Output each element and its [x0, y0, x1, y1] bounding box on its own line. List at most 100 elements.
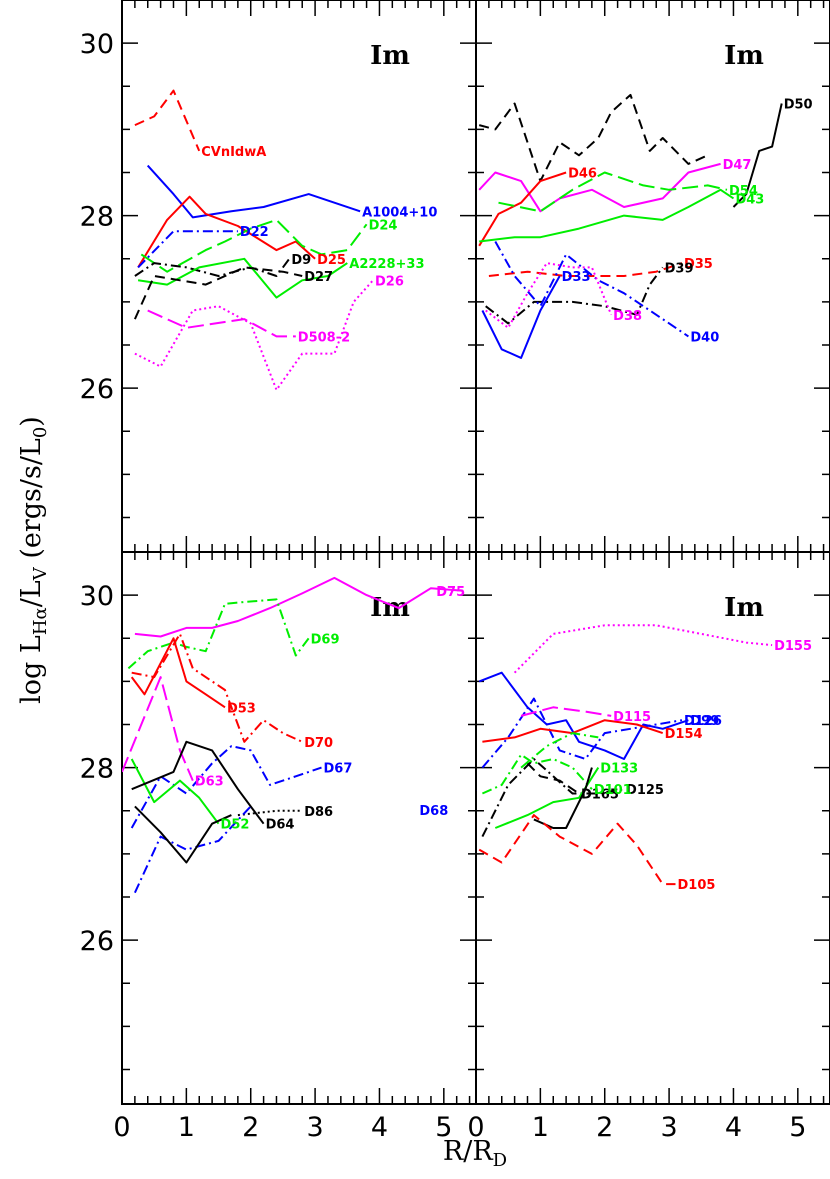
series-line-d67 — [130, 745, 322, 829]
axis-ticks — [122, 552, 476, 1104]
series-label: D54 — [729, 184, 758, 199]
series-label: D46 — [568, 167, 597, 182]
series-line-d126 — [481, 697, 683, 769]
panel-1: 26 28 30 Im CVnIdwA A1004+10 D25 D22 D24 D9 A2228+… — [80, 0, 477, 553]
series-line-d165 — [526, 762, 580, 795]
series-label: D155 — [774, 639, 812, 654]
series-label: D24 — [369, 218, 398, 233]
series-line-d35 — [488, 262, 683, 277]
series-line-d101 — [481, 753, 593, 795]
series-group — [133, 89, 374, 391]
x-tick-label: 2 — [242, 1112, 259, 1143]
series-label: D75 — [436, 585, 465, 600]
series-line-d63 — [122, 676, 194, 781]
series-line-d33 — [481, 275, 561, 359]
series-line-d70 — [131, 632, 303, 743]
y-tick-label: 30 — [80, 581, 114, 612]
series-label: A2228+33 — [349, 257, 424, 272]
series-label: D154 — [665, 727, 703, 742]
panel-frame — [475, 551, 830, 1105]
panel-label: Im — [370, 593, 410, 623]
series-line-d86 — [237, 809, 303, 817]
series-line-d64 — [131, 740, 265, 825]
series-line-d24 — [140, 218, 368, 273]
series-line-d115 — [520, 706, 612, 717]
series-line-d155 — [513, 624, 773, 674]
series-label: D125 — [626, 783, 664, 798]
series-label: D35 — [684, 257, 713, 272]
series-label: D9 — [291, 253, 311, 268]
x-tick-label: 5 — [435, 1112, 452, 1143]
axis-ticks — [476, 0, 830, 552]
y-tick-label: 26 — [80, 926, 114, 957]
panel-3: 0 1 2 3 4 5 26 28 30 Im D75 D69 D53 D70 D63 D67 D52 D64 D8… — [80, 551, 477, 1143]
panel-frame — [121, 551, 477, 1105]
x-axis-label: R/RD — [443, 1136, 507, 1171]
series-line-d99 — [478, 671, 689, 760]
x-tick-label: 3 — [306, 1112, 323, 1143]
series-label: D47 — [723, 158, 752, 173]
series-group — [122, 576, 464, 894]
series-line-d54 — [498, 171, 728, 213]
series-label: D43 — [735, 192, 764, 207]
series-label: D64 — [266, 818, 295, 833]
series-label: D86 — [304, 805, 333, 820]
series-label: D70 — [304, 736, 333, 751]
series-line — [478, 93, 709, 183]
series-line-d50 — [732, 103, 783, 208]
series-label: D508-2 — [298, 330, 350, 345]
series-label: D133 — [600, 762, 638, 777]
series-label: D50 — [784, 98, 813, 113]
series-line-d25 — [137, 195, 316, 268]
y-axis-label: log LHα/LV (ergs/s/L0) — [16, 416, 51, 704]
series-label: D33 — [562, 270, 591, 285]
series-line-d9 — [134, 258, 291, 277]
series-line-d27 — [133, 266, 303, 320]
series-line-d105 — [478, 814, 676, 886]
x-tick-label: 4 — [725, 1112, 742, 1143]
x-tick-label: 0 — [467, 1112, 484, 1143]
series-label: D105 — [678, 878, 716, 893]
series-label: D52 — [221, 818, 250, 833]
series-label: D26 — [375, 274, 404, 289]
series-line-d125 — [481, 758, 625, 838]
series-line-d22 — [137, 230, 238, 269]
series-line — [520, 732, 599, 769]
series-line-a2228+33 — [137, 257, 348, 299]
series-line-cvnidwa — [134, 89, 201, 152]
series-line-d43 — [479, 188, 735, 243]
series-label: D165 — [581, 788, 619, 803]
x-tick-label: 0 — [113, 1112, 130, 1143]
series-line-d75 — [134, 576, 464, 638]
panel-frame — [475, 0, 830, 553]
series-label: D53 — [227, 701, 256, 716]
series-label: D25 — [317, 253, 346, 268]
series-line-d53 — [130, 637, 226, 709]
x-tick-label: 5 — [789, 1112, 806, 1143]
x-tick-label: 2 — [596, 1112, 613, 1143]
axis-ticks — [476, 552, 830, 1104]
y-tick-label: 26 — [80, 374, 114, 405]
series-label: D39 — [665, 261, 694, 276]
series-label: CVnIdwA — [201, 145, 266, 160]
y-tick-label: 28 — [80, 202, 114, 233]
series-line-d47 — [478, 162, 721, 213]
series-line — [134, 805, 232, 864]
series-line-d40 — [494, 241, 689, 338]
panel-label: Im — [370, 41, 410, 71]
series-label: D115 — [613, 710, 651, 725]
x-tick-label: 3 — [660, 1112, 677, 1143]
series-line-d26 — [134, 279, 374, 391]
series-label: D67 — [324, 762, 353, 777]
x-tick-label: 4 — [371, 1112, 388, 1143]
series-label: D69 — [311, 632, 340, 647]
series-line-d52 — [130, 758, 220, 825]
series-group — [476, 624, 773, 886]
axis-ticks — [122, 0, 476, 552]
y-tick-label: 28 — [80, 754, 114, 785]
series-label: D63 — [195, 775, 224, 790]
series-line-d69 — [127, 598, 310, 670]
